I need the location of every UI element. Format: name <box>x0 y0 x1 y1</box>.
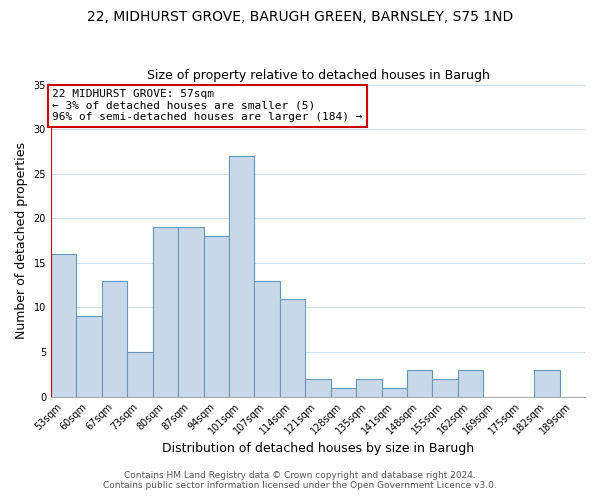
Bar <box>51 254 76 396</box>
Text: 22, MIDHURST GROVE, BARUGH GREEN, BARNSLEY, S75 1ND: 22, MIDHURST GROVE, BARUGH GREEN, BARNSL… <box>87 10 513 24</box>
Bar <box>433 379 458 396</box>
Bar <box>458 370 483 396</box>
Bar <box>407 370 433 396</box>
Bar <box>178 227 203 396</box>
Bar <box>229 156 254 396</box>
Bar <box>76 316 102 396</box>
Bar <box>305 379 331 396</box>
Bar <box>102 280 127 396</box>
Bar <box>280 298 305 396</box>
Bar <box>152 227 178 396</box>
Bar <box>356 379 382 396</box>
Text: 22 MIDHURST GROVE: 57sqm
← 3% of detached houses are smaller (5)
96% of semi-det: 22 MIDHURST GROVE: 57sqm ← 3% of detache… <box>52 89 362 122</box>
Y-axis label: Number of detached properties: Number of detached properties <box>15 142 28 339</box>
X-axis label: Distribution of detached houses by size in Barugh: Distribution of detached houses by size … <box>162 442 474 455</box>
Bar <box>382 388 407 396</box>
Bar <box>203 236 229 396</box>
Bar <box>331 388 356 396</box>
Bar <box>254 280 280 396</box>
Text: Contains HM Land Registry data © Crown copyright and database right 2024.
Contai: Contains HM Land Registry data © Crown c… <box>103 470 497 490</box>
Title: Size of property relative to detached houses in Barugh: Size of property relative to detached ho… <box>146 69 490 82</box>
Bar <box>534 370 560 396</box>
Bar <box>127 352 152 397</box>
